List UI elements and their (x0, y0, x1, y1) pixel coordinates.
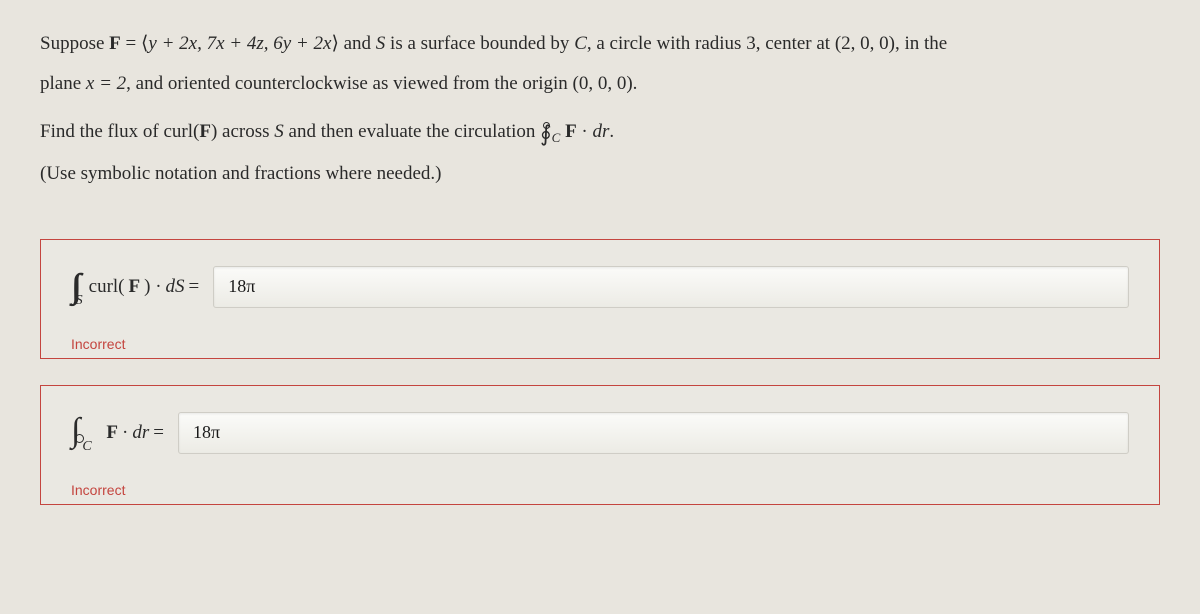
flux-answer-input[interactable] (213, 266, 1129, 308)
problem-line-3: Find the flux of curl(F) across S and th… (40, 111, 1160, 149)
answer-row-2: ∫C F · dr = (71, 412, 1129, 454)
problem-line-4: (Use symbolic notation and fractions whe… (40, 158, 1160, 190)
problem-line-1: Suppose F = ⟨y + 2x, 7x + 4z, 6y + 2x⟩ a… (40, 28, 1160, 60)
circulation-answer-input[interactable] (178, 412, 1129, 454)
answer-box-1: ∫∫S curl(F) · dS = Incorrect (40, 239, 1160, 359)
feedback-1: Incorrect (71, 336, 1129, 352)
problem-statement: Suppose F = ⟨y + 2x, 7x + 4z, 6y + 2x⟩ a… (40, 28, 1160, 191)
problem-line-2: plane x = 2, and oriented counterclockwi… (40, 68, 1160, 100)
answer-row-1: ∫∫S curl(F) · dS = (71, 266, 1129, 308)
flux-integral-label: ∫∫S curl(F) · dS = (71, 275, 199, 299)
feedback-2: Incorrect (71, 482, 1129, 498)
answer-box-2: ∫C F · dr = Incorrect (40, 385, 1160, 505)
circulation-integral-label: ∫C F · dr = (71, 419, 164, 447)
